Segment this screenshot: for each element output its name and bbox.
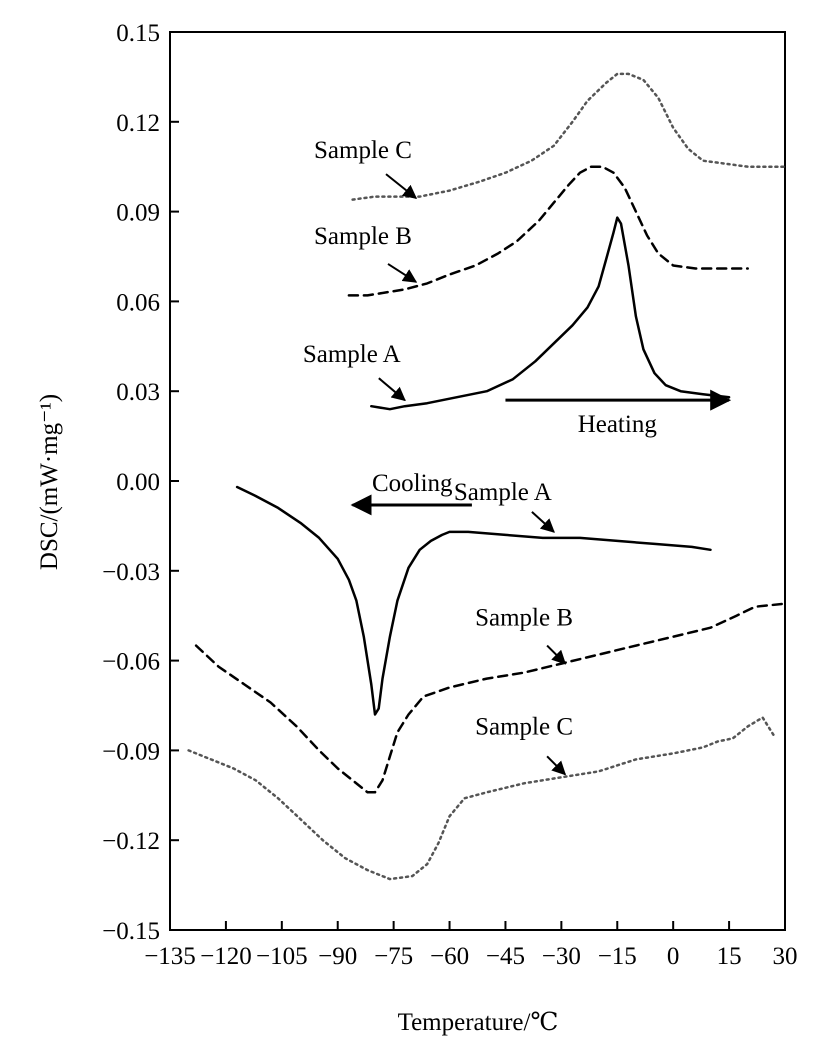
series-cooling-sample-b bbox=[194, 602, 787, 794]
annotation-label: Sample B bbox=[475, 605, 573, 632]
annotation-arrow bbox=[385, 173, 418, 200]
annotation-label: Sample C bbox=[314, 137, 412, 164]
x-tick-label: −45 bbox=[486, 943, 525, 970]
annotation-arrow bbox=[546, 644, 567, 665]
series-group bbox=[187, 72, 787, 881]
x-tick-label: 30 bbox=[773, 943, 798, 970]
heating-label: Heating bbox=[578, 411, 658, 438]
annotation-arrow bbox=[378, 377, 406, 402]
y-tick-label: 0.06 bbox=[116, 289, 160, 316]
x-tick-label: 0 bbox=[667, 943, 680, 970]
y-tick-label: −0.15 bbox=[102, 918, 160, 945]
x-tick-label: −90 bbox=[318, 943, 357, 970]
annotation-arrow bbox=[387, 263, 418, 283]
y-tick-label: −0.06 bbox=[102, 649, 160, 676]
x-tick-label: −105 bbox=[256, 943, 308, 970]
x-tick-label: −15 bbox=[598, 943, 637, 970]
annotation-label: Sample C bbox=[475, 713, 573, 740]
annotation-arrow bbox=[546, 755, 567, 776]
annotation-arrow bbox=[531, 511, 555, 533]
x-tick-label: −75 bbox=[374, 943, 413, 970]
annotation-label: Sample B bbox=[314, 223, 412, 250]
annotation-label: Sample A bbox=[454, 479, 552, 506]
annotation-label: Sample A bbox=[303, 341, 401, 368]
y-tick-label: −0.09 bbox=[102, 738, 160, 765]
y-tick-label: −0.03 bbox=[102, 559, 160, 586]
x-tick-label: −135 bbox=[144, 943, 196, 970]
y-tick-label: 0.09 bbox=[116, 200, 160, 227]
cooling-label: Cooling bbox=[372, 470, 453, 497]
y-tick-label: 0.15 bbox=[116, 20, 160, 47]
series-cooling-sample-c bbox=[187, 716, 776, 881]
x-tick-label: −120 bbox=[200, 943, 252, 970]
series-cooling-sample-a bbox=[235, 485, 712, 716]
y-tick-label: 0.03 bbox=[116, 379, 160, 406]
y-tick-label: 0.00 bbox=[116, 469, 160, 496]
x-tick-label: 15 bbox=[717, 943, 742, 970]
series-heating-sample-c bbox=[351, 72, 787, 201]
y-tick-label: 0.12 bbox=[116, 110, 160, 137]
series-heating-sample-a bbox=[370, 216, 731, 411]
x-tick-label: −60 bbox=[430, 943, 469, 970]
x-axis-title: Temperature/℃ bbox=[398, 1009, 559, 1036]
x-tick-label: −30 bbox=[542, 943, 581, 970]
series-heating-sample-b bbox=[347, 165, 749, 297]
y-tick-label: −0.12 bbox=[102, 828, 160, 855]
y-axis-title: DSC/(mW·mg⁻¹) bbox=[36, 394, 63, 570]
axis-ticks: −135 −120 −105 −90 −75 −60 −45 −30 −15 0 15 30 −0.15… bbox=[102, 20, 797, 970]
